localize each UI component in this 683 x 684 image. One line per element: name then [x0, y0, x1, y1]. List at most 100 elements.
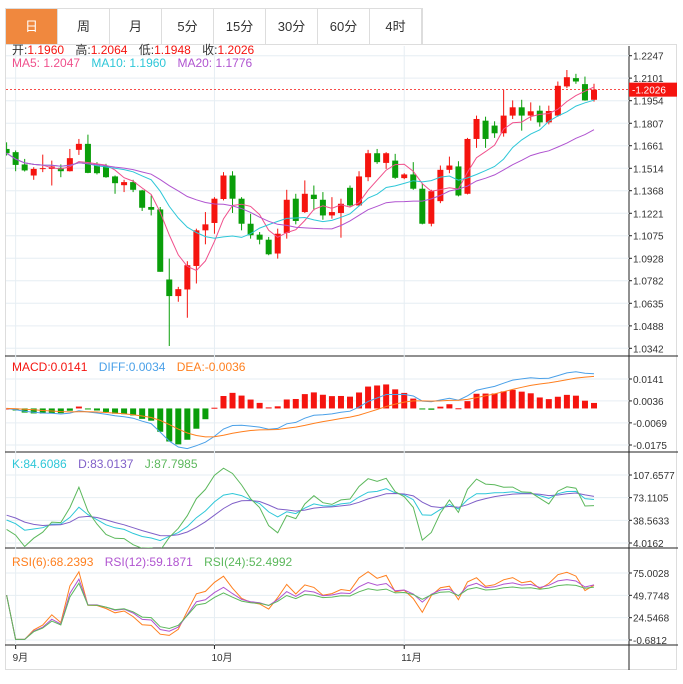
- macd-group: [6, 371, 597, 450]
- macd-bar: [220, 396, 227, 409]
- kdj-group: [6, 467, 595, 548]
- macd-bar: [509, 389, 516, 409]
- macd-bar: [265, 407, 272, 409]
- x-tick-label: 9月: [13, 652, 29, 664]
- candle-body: [301, 193, 308, 213]
- rsi-legend: RSI(6):68.2393 RSI(12):59.1871 RSI(24):5…: [12, 555, 300, 569]
- candle-body: [446, 165, 453, 170]
- candle-body: [283, 199, 290, 233]
- ma10-line: [6, 99, 595, 239]
- macd-bar: [21, 408, 28, 413]
- y-tick-label: 75.0028: [633, 569, 670, 580]
- candle-body: [374, 153, 381, 163]
- macd-bar: [500, 391, 507, 409]
- candle-body: [6, 148, 10, 154]
- macd-bar: [536, 397, 543, 409]
- candle-body: [175, 289, 182, 297]
- macd-bar: [319, 394, 326, 409]
- y-tick-label: 1.1661: [633, 142, 664, 153]
- candle-body: [437, 169, 444, 202]
- macd-bar: [365, 386, 372, 409]
- candle-body: [193, 230, 200, 266]
- j-value: J:87.7985: [144, 457, 198, 471]
- tab-7[interactable]: 4时: [370, 9, 422, 45]
- macd-bar: [84, 408, 91, 410]
- candle-body: [211, 198, 218, 223]
- candle-body: [238, 198, 245, 224]
- candle-body: [563, 77, 570, 87]
- tab-1[interactable]: 周: [58, 9, 110, 45]
- candle-body: [148, 206, 155, 210]
- rsi12-value: RSI(12):59.1871: [104, 555, 193, 569]
- macd-bar: [374, 385, 381, 409]
- candles-group: [6, 69, 597, 346]
- candle-body: [392, 160, 399, 178]
- macd-bar: [310, 392, 317, 409]
- macd-bar: [545, 399, 552, 409]
- y-tick-label: 49.7748: [633, 591, 670, 602]
- rsi24-value: RSI(24):52.4992: [204, 555, 293, 569]
- macd-bar: [112, 408, 119, 414]
- tab-6[interactable]: 60分: [318, 9, 370, 45]
- x-tick-label: 11月: [401, 652, 421, 664]
- rsi24-line: [6, 582, 595, 640]
- candle-body: [536, 110, 543, 123]
- y-tick-label: 1.1075: [633, 232, 664, 243]
- candle-body: [39, 168, 46, 170]
- candle-body: [410, 174, 417, 189]
- candle-body: [93, 165, 100, 174]
- macd-bar: [572, 395, 579, 409]
- macd-bar: [211, 407, 218, 409]
- macd-bar: [30, 408, 37, 414]
- rsi-group: [6, 570, 595, 640]
- y-tick-label: 1.0488: [633, 322, 664, 333]
- tab-3[interactable]: 5分: [162, 9, 214, 45]
- close-label: 收:: [202, 43, 218, 57]
- macd-bar: [446, 404, 453, 409]
- k-line: [6, 488, 595, 542]
- macd-bar: [202, 408, 209, 420]
- y-tick-label: 73.1105: [633, 494, 669, 505]
- current-price-text: -1.2026: [632, 86, 666, 97]
- candle-body: [157, 209, 164, 272]
- macd-bar: [193, 408, 200, 429]
- macd-bar: [482, 393, 489, 409]
- open-value: 1.1960: [27, 43, 65, 57]
- candle-body: [328, 212, 335, 216]
- candle-body: [356, 176, 363, 206]
- candle-body: [166, 279, 173, 297]
- macd-bar: [401, 392, 408, 409]
- ma20-line: [6, 129, 595, 230]
- chart-frame: [5, 44, 677, 670]
- macd-bar: [274, 406, 281, 409]
- ma20-value: MA20: 1.1776: [177, 56, 253, 70]
- y-tick-label: 1.1514: [633, 164, 664, 175]
- y-tick-label: 1.0782: [633, 277, 664, 288]
- macd-value: MACD:0.0141: [12, 360, 88, 374]
- y-tick-label: 1.1221: [633, 209, 664, 220]
- tab-0[interactable]: 日: [6, 9, 58, 45]
- macd-bar: [337, 395, 344, 409]
- macd-bar: [175, 408, 182, 445]
- candle-body: [365, 153, 372, 178]
- tab-5[interactable]: 30分: [266, 9, 318, 45]
- rsi6-value: RSI(6):68.2393: [12, 555, 94, 569]
- open-label: 开:: [12, 43, 28, 57]
- macd-bar: [283, 399, 290, 409]
- y-tick-label: -0.6812: [633, 636, 667, 647]
- candle-body: [383, 153, 390, 163]
- candle-body: [464, 138, 471, 194]
- macd-bar: [75, 406, 82, 409]
- candle-body: [30, 168, 37, 176]
- candle-body: [84, 143, 91, 173]
- tab-4[interactable]: 15分: [214, 9, 266, 45]
- period-tabs: 日周月 5分 15分 30分 60分 4时: [5, 8, 423, 45]
- candle-body: [581, 84, 588, 101]
- candle-body: [184, 265, 191, 290]
- macd-bar: [247, 399, 254, 409]
- candle-body: [21, 164, 28, 171]
- tab-2[interactable]: 月: [110, 9, 162, 45]
- macd-bar: [464, 401, 471, 409]
- dea-line: [6, 375, 595, 438]
